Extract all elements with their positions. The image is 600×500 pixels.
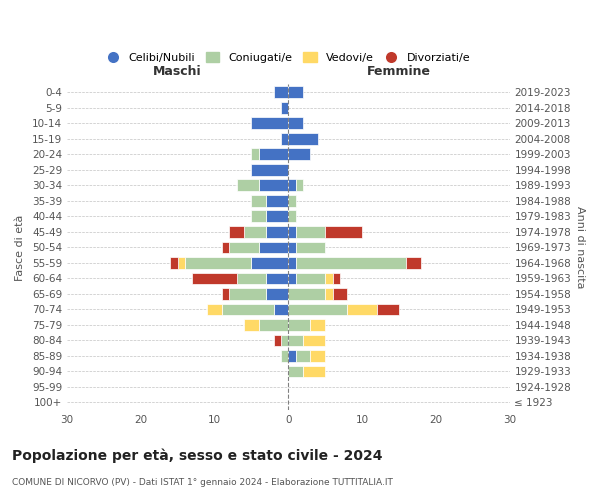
Bar (288, 195, 296, 206)
Bar (266, 288, 288, 300)
Bar (178, 257, 185, 268)
Bar (236, 180, 259, 191)
Y-axis label: Fasce di età: Fasce di età (15, 214, 25, 280)
Legend: Celibi/Nubili, Coniugati/e, Vedovi/e, Divorziati/e: Celibi/Nubili, Coniugati/e, Vedovi/e, Di… (101, 48, 475, 68)
Bar (325, 272, 332, 284)
Bar (281, 133, 288, 144)
Bar (266, 272, 288, 284)
Bar (266, 210, 288, 222)
Bar (296, 257, 406, 268)
Bar (288, 272, 296, 284)
Bar (193, 272, 236, 284)
Bar (406, 257, 421, 268)
Bar (296, 242, 325, 253)
Bar (229, 288, 266, 300)
Text: Maschi: Maschi (154, 66, 202, 78)
Bar (229, 242, 259, 253)
Bar (325, 226, 362, 237)
Bar (296, 180, 303, 191)
Bar (266, 195, 288, 206)
Bar (288, 226, 296, 237)
Bar (288, 210, 296, 222)
Bar (303, 334, 325, 346)
Bar (288, 118, 303, 129)
Bar (288, 180, 296, 191)
Bar (222, 304, 274, 315)
Y-axis label: Anni di nascita: Anni di nascita (575, 206, 585, 288)
Bar (251, 164, 288, 175)
Bar (288, 133, 318, 144)
Bar (274, 304, 288, 315)
Bar (170, 257, 178, 268)
Bar (244, 226, 266, 237)
Bar (377, 304, 399, 315)
Text: COMUNE DI NICORVO (PV) - Dati ISTAT 1° gennaio 2024 - Elaborazione TUTTITALIA.IT: COMUNE DI NICORVO (PV) - Dati ISTAT 1° g… (12, 478, 393, 487)
Bar (288, 288, 325, 300)
Bar (325, 288, 332, 300)
Bar (288, 334, 303, 346)
Bar (288, 366, 303, 377)
Bar (222, 288, 229, 300)
Bar (332, 272, 340, 284)
Bar (281, 350, 288, 362)
Bar (288, 319, 310, 330)
Bar (296, 350, 310, 362)
Bar (288, 350, 296, 362)
Bar (251, 118, 288, 129)
Bar (229, 226, 244, 237)
Bar (244, 319, 259, 330)
Bar (274, 86, 288, 98)
Bar (288, 242, 296, 253)
Bar (251, 148, 259, 160)
Bar (332, 288, 347, 300)
Bar (296, 272, 325, 284)
Text: Femmine: Femmine (367, 66, 431, 78)
Bar (185, 257, 251, 268)
Bar (288, 86, 303, 98)
Bar (259, 242, 288, 253)
Bar (274, 334, 281, 346)
Bar (259, 148, 288, 160)
Text: Popolazione per età, sesso e stato civile - 2024: Popolazione per età, sesso e stato civil… (12, 448, 383, 463)
Bar (251, 195, 266, 206)
Bar (251, 210, 266, 222)
Bar (222, 242, 229, 253)
Bar (281, 334, 288, 346)
Bar (259, 319, 288, 330)
Bar (296, 226, 325, 237)
Bar (310, 350, 325, 362)
Bar (288, 148, 310, 160)
Bar (259, 180, 288, 191)
Bar (266, 226, 288, 237)
Bar (288, 257, 296, 268)
Bar (236, 272, 266, 284)
Bar (207, 304, 222, 315)
Bar (347, 304, 377, 315)
Bar (288, 304, 347, 315)
Bar (281, 102, 288, 114)
Bar (303, 366, 325, 377)
Bar (310, 319, 325, 330)
Bar (251, 257, 288, 268)
